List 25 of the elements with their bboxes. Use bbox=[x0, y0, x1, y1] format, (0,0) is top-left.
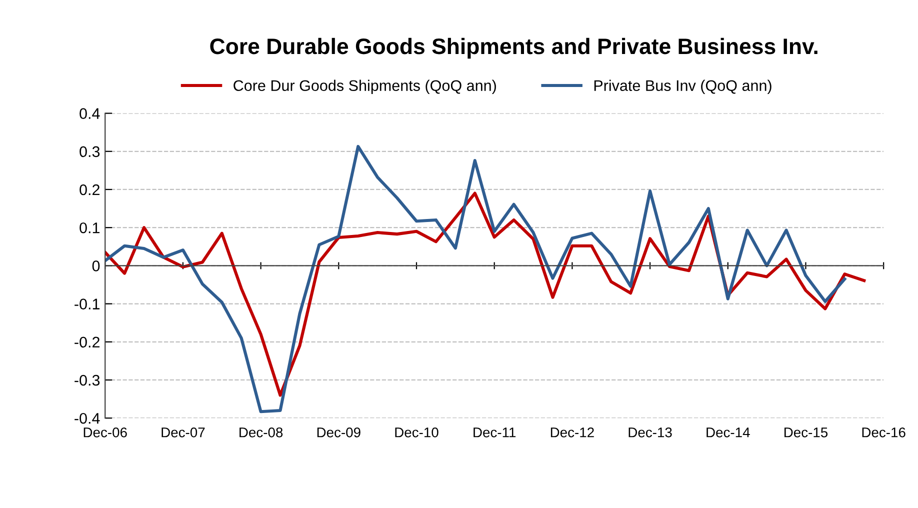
legend-label: Private Bus Inv (QoQ ann) bbox=[594, 80, 772, 94]
y-tick-label: 0.3 bbox=[80, 146, 100, 158]
line-series bbox=[105, 144, 846, 414]
x-tick-label: Dec-09 bbox=[317, 427, 360, 438]
x-tick-label: Dec-06 bbox=[84, 427, 127, 438]
x-tick-label: Dec-12 bbox=[550, 427, 594, 438]
x-tick-label: Dec-07 bbox=[162, 427, 205, 438]
x-tick-label: Dec-10 bbox=[395, 427, 438, 438]
y-tick-label: -0.2 bbox=[74, 336, 100, 348]
y-tick-label: 0 bbox=[92, 260, 100, 272]
x-tick-label: Dec-14 bbox=[706, 428, 750, 438]
chart-title: Core Durable Goods Shipments and Private Business Inv. bbox=[210, 38, 818, 59]
x-tick-label: Dec-11 bbox=[474, 428, 516, 438]
line-series bbox=[105, 192, 866, 397]
y-tick-label: 0.1 bbox=[80, 222, 100, 234]
y-tick-label: -0.3 bbox=[74, 374, 100, 386]
x-tick-label: Dec-15 bbox=[784, 428, 828, 438]
legend-label: Core Dur Goods Shipments (QoQ ann) bbox=[234, 80, 496, 94]
y-tick-label: 0.2 bbox=[80, 184, 100, 196]
y-tick-label: -0.1 bbox=[74, 298, 100, 310]
y-tick-label: -0.4 bbox=[74, 412, 100, 424]
y-tick-label: 0.4 bbox=[80, 108, 100, 119]
x-tick-label: Dec-16 bbox=[862, 427, 906, 438]
x-tick-label: Dec-13 bbox=[628, 427, 672, 438]
x-tick-label: Dec-08 bbox=[240, 427, 283, 438]
